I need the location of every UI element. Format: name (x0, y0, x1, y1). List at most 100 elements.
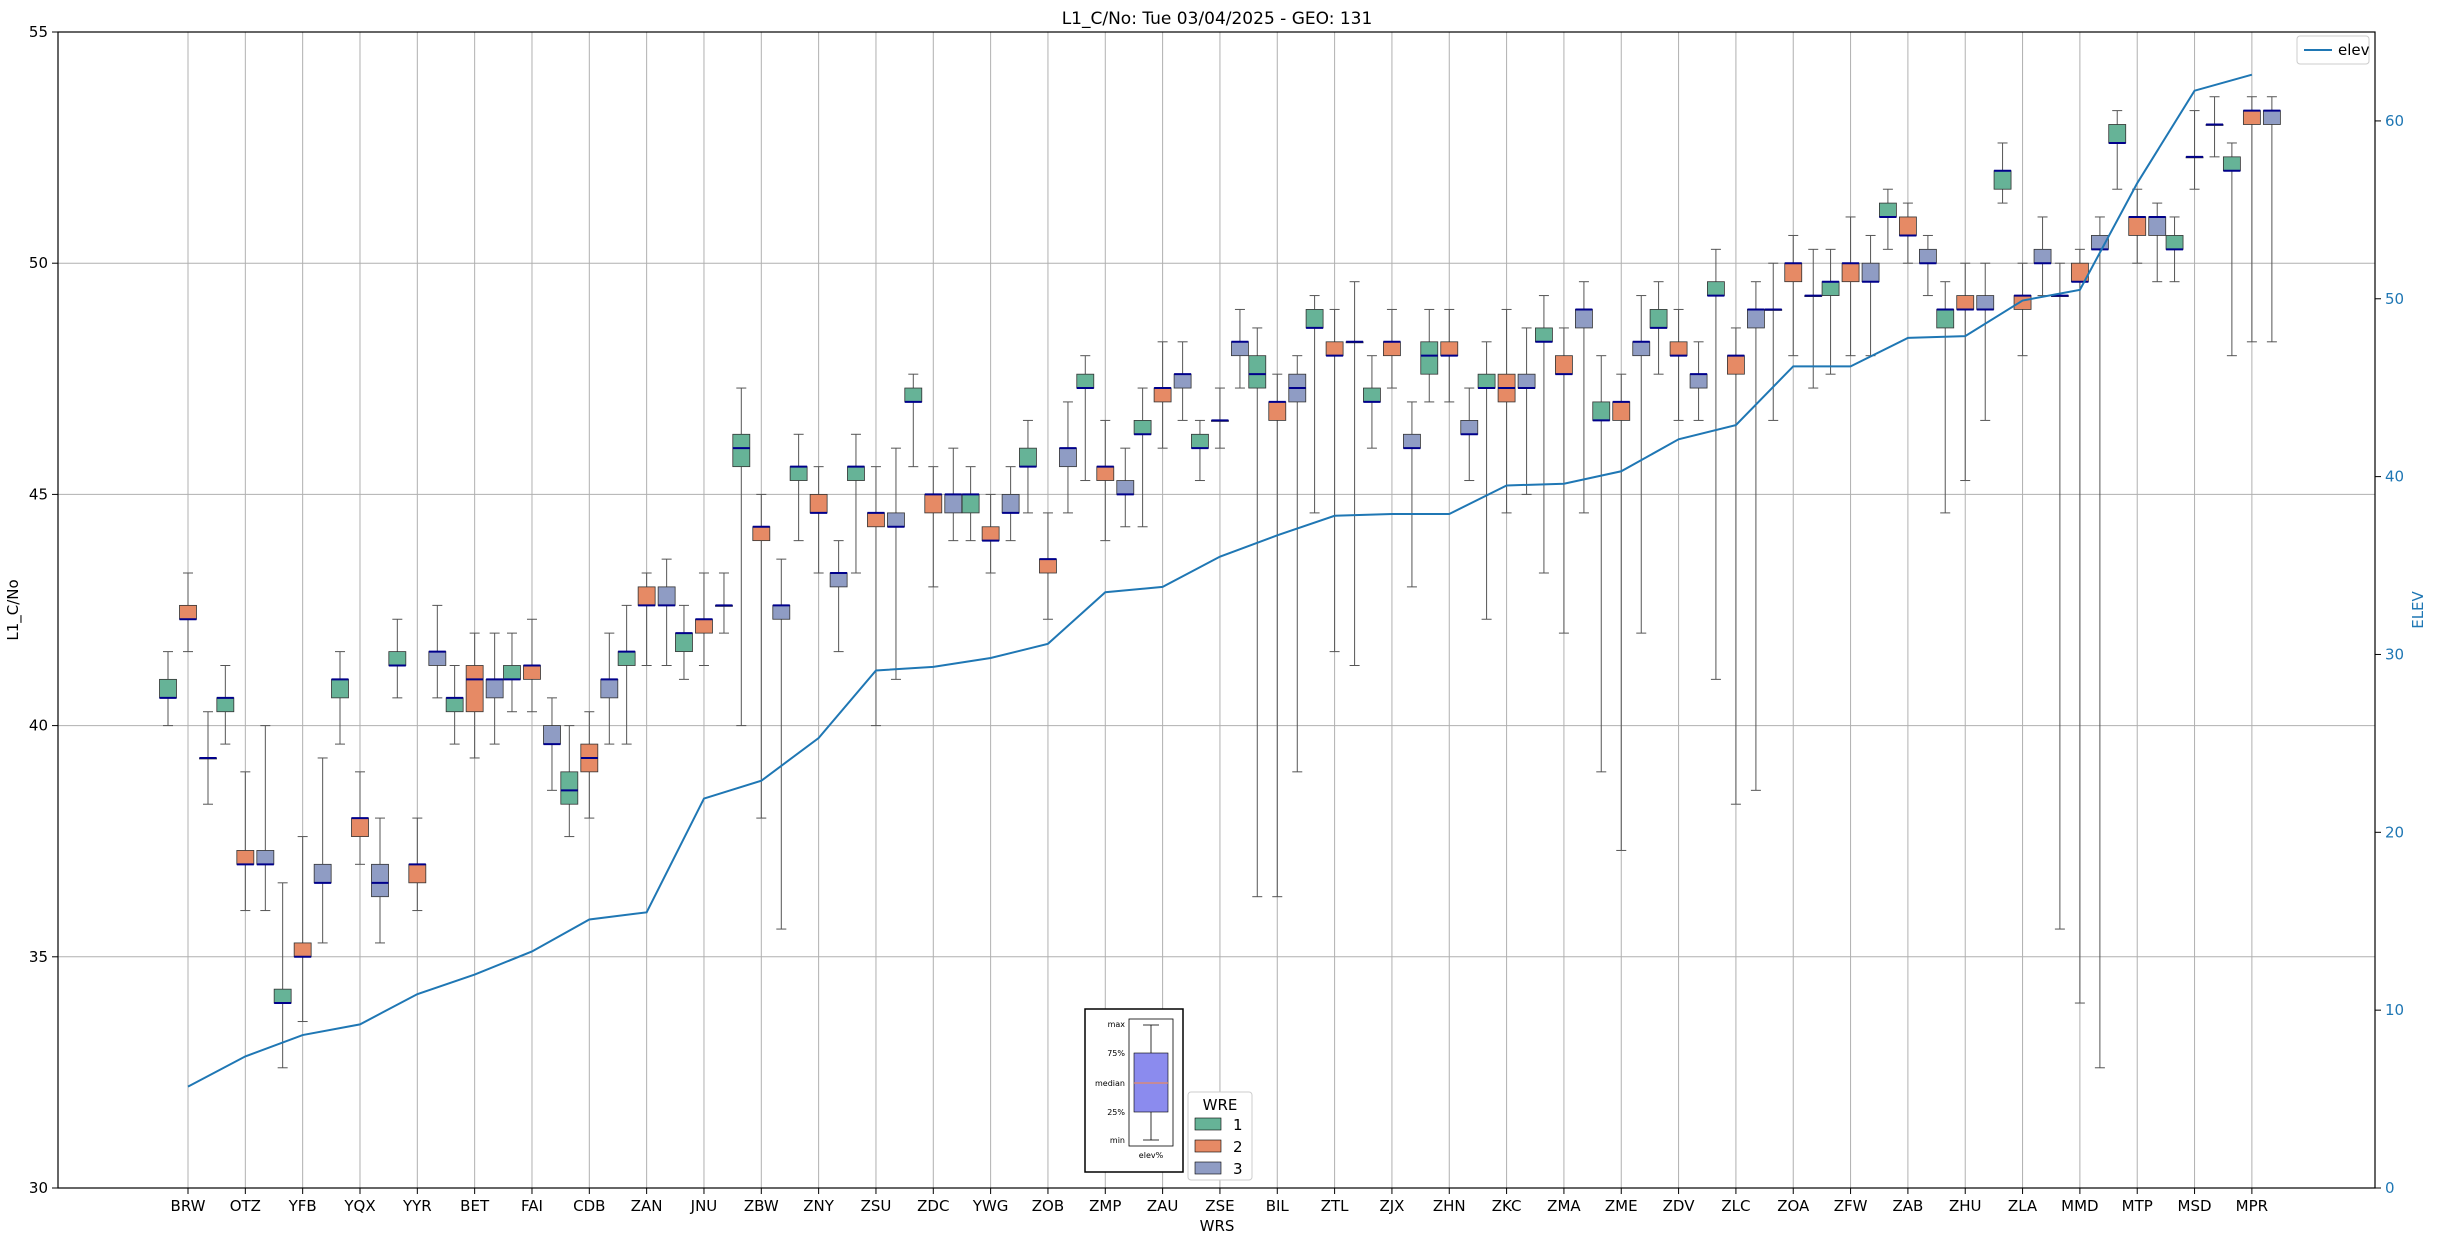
box-yyr-wre3 (428, 604, 447, 699)
box-otz-wre1 (216, 664, 235, 745)
box-zma-wre3 (1575, 281, 1593, 514)
box-body (1191, 433, 1209, 449)
box-key-label-75: 75% (1107, 1049, 1125, 1058)
box-body (924, 493, 943, 514)
box-zab-wre1 (1879, 188, 1897, 250)
box-zau-wre2 (1153, 341, 1172, 449)
box-body (1403, 433, 1421, 449)
x-tick-label-zan: ZAN (631, 1197, 663, 1215)
box-body (485, 678, 504, 699)
box-zkc-wre2 (1497, 308, 1516, 514)
box-body (1632, 341, 1651, 357)
box-zlc-wre2 (1727, 327, 1745, 805)
x-tick-label-zdc: ZDC (917, 1197, 949, 1215)
wre-legend-swatch-1 (1194, 1117, 1222, 1131)
box-zfw-wre2 (1841, 216, 1860, 357)
box-body (1173, 373, 1192, 389)
x-tick-label-yqx: YQX (343, 1197, 375, 1215)
box-body (465, 665, 484, 713)
box-body (887, 512, 905, 528)
box-bil-wre1 (1248, 327, 1267, 898)
y2-axis-title: ELEV (2409, 590, 2427, 628)
box-body (657, 586, 676, 606)
box-body (236, 850, 255, 865)
box-body (1575, 309, 1593, 329)
wre-legend-label-1: 1 (1233, 1116, 1243, 1134)
box-body (752, 526, 771, 542)
box-body (772, 604, 791, 620)
box-zhu-wre3 (1976, 262, 1995, 421)
wre-legend-swatch-3 (1194, 1161, 1222, 1175)
y-tick-label: 30 (29, 1179, 48, 1197)
box-body (1899, 216, 1917, 236)
box-bet-wre2 (465, 632, 484, 759)
y-axis-ticks: 30 35 40 45 50 55 (29, 23, 58, 1197)
box-zmp-wre3 (1116, 447, 1135, 528)
box-body (313, 863, 332, 884)
box-body (1019, 447, 1037, 468)
box-brw-wre2 (179, 572, 197, 653)
box-zma-wre2 (1555, 327, 1573, 634)
box-body (695, 618, 713, 634)
box-body (523, 665, 541, 680)
box-bil-wre2 (1268, 373, 1287, 898)
box-body (1420, 341, 1439, 375)
box-body (1325, 341, 1344, 357)
box-cdb-wre2 (580, 711, 599, 819)
box-body (1841, 262, 1860, 283)
box-ywg-wre1 (961, 466, 980, 542)
box-key-caption: elev% (1139, 1151, 1164, 1160)
box-body (981, 526, 1000, 542)
box-body (560, 771, 579, 805)
box-key-label-median: median (1095, 1079, 1125, 1088)
x-tick-label-zdv: ZDV (1663, 1197, 1696, 1215)
box-body (1133, 420, 1152, 435)
x-tick-label-msd: MSD (2178, 1197, 2212, 1215)
y2-axis-ticks: 0 10 20 30 40 50 60 (2375, 112, 2404, 1197)
box-cdb-wre1 (560, 725, 579, 838)
x-tick-label-jnu: JNU (690, 1197, 718, 1215)
y-tick-label: 35 (29, 948, 48, 966)
elev-legend: elev (2296, 35, 2370, 65)
box-zsu-wre1 (847, 433, 865, 574)
box-zhn-wre1 (1420, 308, 1439, 403)
box-body (961, 493, 980, 514)
box-body (1993, 170, 2012, 190)
wre-legend-swatch-2 (1194, 1139, 1222, 1153)
box-zny-wre2 (809, 466, 828, 574)
wre-legend-frame (1187, 1091, 1253, 1181)
box-yqx-wre1 (331, 651, 349, 745)
box-zny-wre3 (829, 540, 848, 653)
box-body (600, 678, 619, 699)
box-body (2222, 156, 2241, 172)
x-tick-label-zab: ZAB (1892, 1197, 1923, 1215)
box-body (675, 632, 693, 653)
box-zjx-wre2 (1383, 308, 1401, 389)
box-zan-wre1 (617, 604, 636, 745)
box-zlc-wre1 (1707, 248, 1725, 680)
box-zan-wre2 (637, 572, 656, 666)
box-cdb-wre3 (600, 632, 619, 745)
box-body (1460, 420, 1479, 435)
box-zau-wre3 (1173, 341, 1192, 421)
box-bet-wre1 (445, 664, 464, 745)
box-body (1039, 558, 1057, 574)
x-tick-label-zoa: ZOA (1777, 1197, 1810, 1215)
box-zob-wre3 (1059, 401, 1077, 514)
box-zny-wre1 (789, 433, 808, 542)
y2-tick-label: 20 (2385, 823, 2404, 841)
box-body (1305, 309, 1324, 329)
box-body (1059, 447, 1077, 468)
box-body (1096, 466, 1115, 481)
box-yfb-wre3 (313, 757, 332, 944)
box-zhn-wre3 (1460, 387, 1479, 482)
box-otz-wre3 (256, 725, 275, 912)
box-zse-wre1 (1191, 419, 1209, 482)
box-mpr-wre1 (2222, 142, 2241, 357)
box-zdv-wre1 (1649, 281, 1668, 375)
x-tick-label-zma: ZMA (1547, 1197, 1581, 1215)
box-zhn-wre2 (1440, 308, 1459, 403)
box-body (2148, 216, 2167, 236)
